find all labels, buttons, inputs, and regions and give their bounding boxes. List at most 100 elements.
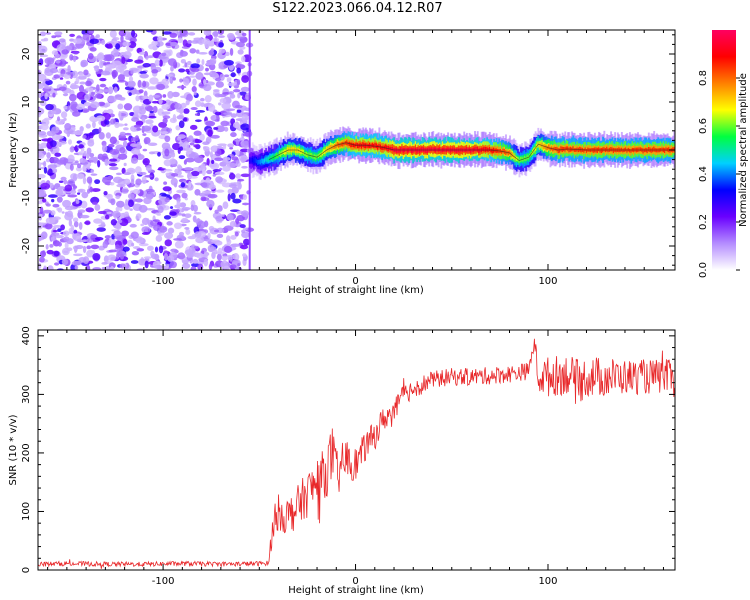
noise-blob [60,176,67,181]
noise-blob [97,210,108,215]
noise-blob [240,123,251,131]
noise-blob [193,204,199,212]
noise-blob [171,152,176,158]
ridge-cell [421,147,424,152]
noise-blob [235,61,242,65]
noise-blob [240,86,250,92]
noise-blob [183,108,190,114]
noise-blob [223,126,229,132]
ridge-cell [597,147,600,152]
noise-blob [118,110,122,119]
noise-blob [170,172,179,177]
ridge-cell [459,148,462,154]
noise-blob [161,78,170,87]
snr-y-label: SNR (10 * v/v) [8,414,19,485]
noise-blob [109,182,115,186]
noise-blob [181,217,189,223]
ridge-cell [549,147,552,151]
noise-blob [201,168,206,177]
noise-blob [69,146,75,153]
noise-blob [195,119,202,123]
colorbar-gradient [712,30,736,270]
noise-blob [75,199,80,204]
noise-blob [226,235,231,243]
noise-blob [153,224,161,231]
noise-blob [59,77,64,80]
noise-blob [127,33,131,38]
noise-blob [222,165,231,172]
noise-blob [142,158,150,166]
noise-blob [237,178,245,182]
noise-blob [61,49,69,55]
noise-blob [161,52,167,57]
noise-blob [149,110,154,114]
noise-blob [123,162,127,167]
noise-blob [176,213,184,216]
noise-blob [154,59,160,67]
noise-blob [141,176,147,185]
noise-blob [90,101,100,109]
ridge-cell [440,148,443,153]
noise-blob [228,183,238,188]
noise-blob [85,123,91,129]
noise-blob [229,146,234,150]
noise-blob [39,206,44,215]
noise-blob [165,73,173,77]
noise-blob [157,205,164,214]
noise-blob [109,148,120,155]
noise-blob [69,54,74,61]
noise-blob [73,221,79,228]
noise-blob [87,30,95,35]
noise-blob [61,247,70,256]
ridge-cell [483,146,486,152]
noise-blob [227,193,231,202]
noise-blob [122,140,128,148]
ridge-cell [358,143,361,149]
noise-blob [75,166,82,172]
ridge-cell [364,143,367,149]
noise-blob [176,164,182,170]
noise-blob [107,43,113,48]
ridge-cell [542,144,545,150]
noise-blob [64,123,72,131]
noise-blob [193,245,199,250]
ridge-cell [557,148,560,154]
noise-blob [121,189,129,193]
ridge-cell [502,148,505,153]
noise-blob [38,161,42,169]
noise-blob [69,33,75,37]
snr-frame [37,329,676,571]
ridge-cell [284,149,287,155]
noise-blob [138,258,147,266]
noise-blob [82,245,87,254]
noise-blob [45,244,49,250]
noise-blob [187,39,193,44]
noise-blob [233,121,240,129]
noise-blob [106,61,111,65]
noise-blob [77,75,87,80]
noise-blob [116,97,126,101]
noise-blob [63,105,69,110]
noise-blob [117,73,126,82]
noise-blob [195,252,204,259]
noise-blob [196,58,201,64]
noise-blob [182,77,186,82]
noise-blob [147,86,158,90]
ridge-cell [428,146,431,152]
noise-blob [52,224,62,228]
ridge-cell [567,146,569,151]
noise-blob [198,192,208,197]
noise-blob [72,110,81,117]
noise-blob [124,199,129,206]
ridge-cell [647,147,650,152]
noise-blob [67,194,78,198]
snr-series-line [38,338,675,569]
noise-blob [115,172,122,176]
noise-blob [75,77,80,85]
snr-y-tick-label: 200 [21,443,32,462]
noise-blob [171,91,180,98]
noise-blob [148,43,156,50]
ridge-cell [463,147,466,152]
ridge-cell [526,154,529,160]
noise-blob [197,263,204,270]
